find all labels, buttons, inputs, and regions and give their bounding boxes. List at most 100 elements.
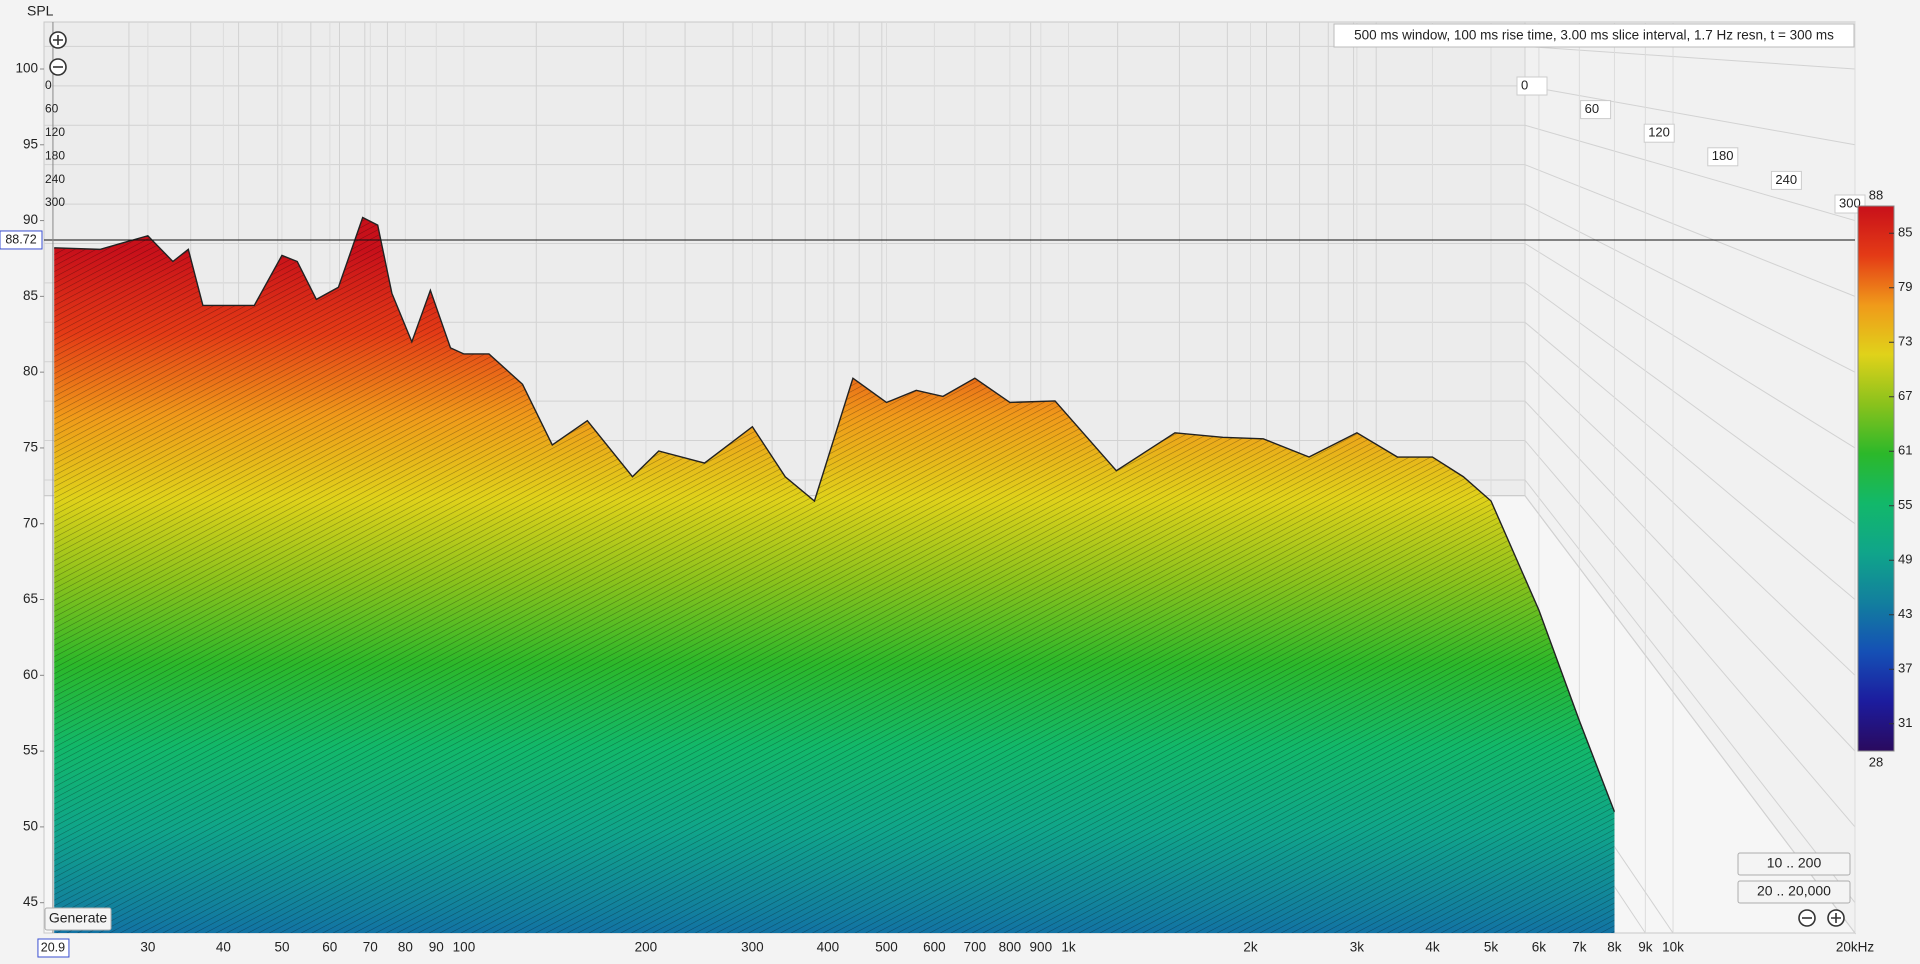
side-grid-line — [1524, 361, 1856, 676]
y-tick-label: 75 — [23, 440, 38, 455]
x-tick-label: 80 — [398, 940, 413, 955]
colorbar-tick-label: 49 — [1898, 552, 1912, 567]
time-tick-label: 120 — [1648, 125, 1670, 140]
time-tick-label: 180 — [45, 148, 65, 162]
time-tick-label: 180 — [1712, 148, 1734, 163]
colorbar-tick-label: 85 — [1898, 225, 1912, 240]
time-tick-label: 0 — [45, 78, 52, 92]
side-grid-line — [1524, 321, 1856, 600]
zoom-out-bottom[interactable] — [1798, 909, 1816, 927]
x-tick-label: 2k — [1243, 940, 1258, 955]
colorbar-tick-label: 55 — [1898, 497, 1912, 512]
x-tick-label: 30 — [140, 940, 155, 955]
button-label: 20 .. 20,000 — [1757, 883, 1831, 899]
colorbar-tick-label: 61 — [1898, 443, 1912, 458]
side-grid-line — [1524, 479, 1856, 903]
side-grid-line — [1524, 440, 1856, 828]
x-tick-label: 600 — [923, 940, 946, 955]
button-label: Generate — [49, 910, 108, 926]
waterfall-ridge — [54, 216, 1616, 812]
colorbar-tick-label: 37 — [1898, 661, 1912, 676]
side-grid-line — [1524, 243, 1856, 449]
x-tick-label: 5k — [1484, 940, 1499, 955]
cursor-box — [0, 230, 43, 250]
y-tick-label: 65 — [23, 591, 38, 606]
time-tick-label: 60 — [1585, 101, 1599, 116]
colorbar-tick-label: 67 — [1898, 388, 1912, 403]
x-tick-label: 100 — [453, 940, 476, 955]
cursor-box — [37, 938, 70, 958]
side-grid-line — [1524, 45, 1856, 70]
waterfall-slices — [54, 217, 1615, 933]
time-tick-label: 240 — [1775, 172, 1797, 187]
x-tick-label: 10k — [1662, 940, 1684, 955]
y-tick-label: 55 — [23, 743, 38, 758]
y-tick-label: 85 — [23, 288, 38, 303]
time-tick-label: 0 — [1521, 77, 1528, 92]
side-grid-line — [1524, 124, 1856, 222]
x-tick-label: 3k — [1350, 940, 1365, 955]
x-tick-label: 90 — [429, 940, 444, 955]
time-tick-label: 300 — [1839, 195, 1861, 210]
time-tick-label: 120 — [45, 125, 65, 139]
y-tick-label: 90 — [23, 212, 38, 227]
y-tick-label: 60 — [23, 667, 38, 682]
y-axis-label: SPL — [27, 3, 54, 19]
range-button[interactable]: 10 .. 200 — [1737, 852, 1851, 876]
y-tick-label: 80 — [23, 364, 38, 379]
time-tick-label: 240 — [45, 172, 65, 186]
time-tick-box — [1516, 76, 1548, 96]
side-grid-line — [1524, 164, 1856, 297]
y-tick-label: 70 — [23, 515, 38, 530]
x-tick-label: 40 — [216, 940, 231, 955]
colorbar-tick-label: 79 — [1898, 279, 1912, 294]
info-text: 500 ms window, 100 ms rise time, 3.00 ms… — [1354, 28, 1834, 43]
y-tick-label: 100 — [15, 61, 38, 76]
x-tick-label: 800 — [999, 940, 1022, 955]
colorbar-tick-label: 31 — [1898, 715, 1912, 730]
cursor-x-label: 20.9 — [41, 940, 65, 954]
x-tick-label: 60 — [322, 940, 337, 955]
generate-button[interactable]: Generate — [44, 907, 112, 931]
time-tick-label: 60 — [45, 102, 59, 116]
x-tick-label: 300 — [741, 940, 764, 955]
side-grid-line — [1524, 203, 1856, 373]
y-tick-label: 95 — [23, 136, 38, 151]
time-tick-box — [1580, 100, 1612, 120]
side-grid-line — [1524, 85, 1856, 146]
time-tick-box — [1643, 123, 1675, 143]
x-tick-label: 70 — [363, 940, 378, 955]
zoom-out-top[interactable] — [49, 58, 67, 76]
zoom-in-top[interactable] — [49, 31, 67, 49]
x-tick-label: 4k — [1425, 940, 1440, 955]
side-grid-line — [1524, 282, 1856, 525]
x-tick-label: 20kHz — [1836, 940, 1875, 955]
cursor-y-label: 88.72 — [5, 232, 36, 246]
side-grid-line — [1524, 400, 1856, 752]
colorbar-min-label: 28 — [1869, 754, 1883, 769]
colorbar-tick-label: 43 — [1898, 606, 1912, 621]
zoom-in-bottom[interactable] — [1827, 909, 1845, 927]
time-tick-label: 300 — [45, 195, 65, 209]
colorbar — [1857, 205, 1895, 752]
x-tick-label: 900 — [1030, 940, 1053, 955]
colorbar-tick-label: 73 — [1898, 334, 1912, 349]
x-tick-label: 6k — [1532, 940, 1547, 955]
x-tick-label: 200 — [635, 940, 658, 955]
y-tick-label: 45 — [23, 894, 38, 909]
y-tick-label: 50 — [23, 818, 38, 833]
x-tick-label: 50 — [274, 940, 289, 955]
x-tick-label: 500 — [875, 940, 898, 955]
button-label: 10 .. 200 — [1767, 855, 1822, 871]
x-tick-label: 400 — [817, 940, 840, 955]
time-tick-box — [1770, 170, 1802, 190]
x-tick-label: 7k — [1572, 940, 1587, 955]
colorbar-max-label: 88 — [1869, 187, 1883, 202]
x-tick-label: 9k — [1638, 940, 1653, 955]
range-button[interactable]: 20 .. 20,000 — [1737, 880, 1851, 904]
info-box — [1333, 23, 1855, 48]
time-tick-box — [1707, 147, 1739, 167]
x-tick-label: 8k — [1607, 940, 1622, 955]
x-tick-label: 1k — [1061, 940, 1076, 955]
